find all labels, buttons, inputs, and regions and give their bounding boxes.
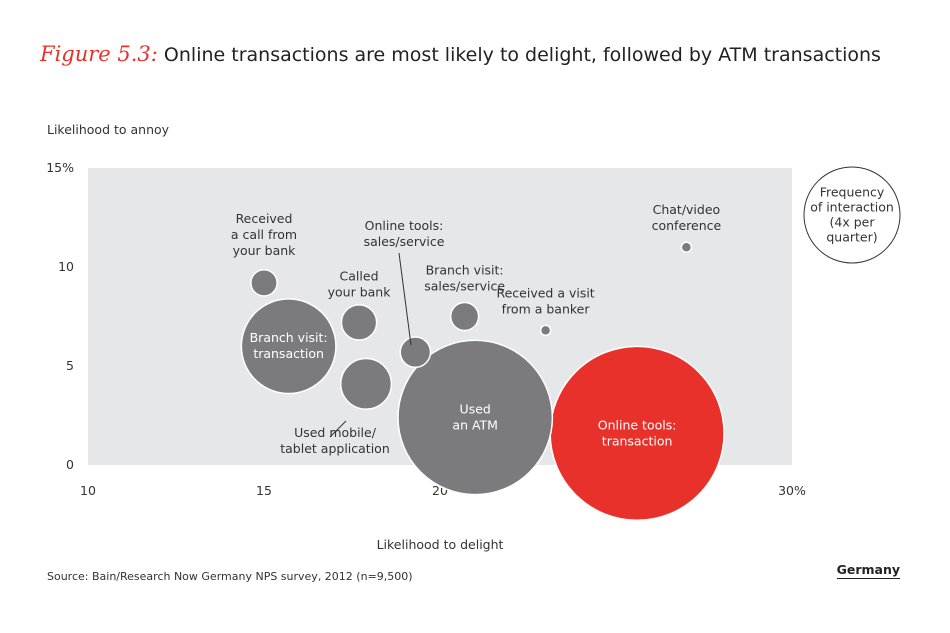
bubble-label: transaction [602,433,673,448]
bubble-label: sales/service [424,279,505,294]
size-legend-circle [803,166,901,264]
bubble-label: Branch visit: [426,263,504,278]
bubble-label: Received [236,211,293,226]
figure-title-text: Online transactions are most likely to d… [163,44,881,66]
bubble-label: a call from [231,227,297,242]
bubble-point [399,336,432,369]
country-tag: Germany [836,562,900,579]
x-tick-label: 30% [778,483,806,498]
bubble-label: Chat/video [653,202,721,217]
bubble-point [449,301,480,332]
leader-line [398,252,412,346]
bubble-point [340,304,378,341]
leader-line [329,420,347,438]
bubble-point [397,339,554,496]
x-axis-label: Likelihood to delight [376,537,504,552]
y-tick-label: 15% [46,160,74,175]
bubble-point [680,241,693,253]
size-legend-label: (4x per [830,215,876,230]
bubble-label: Called [340,268,379,283]
y-tick-label: 10 [58,259,74,274]
size-legend-label: quarter) [826,230,877,245]
bubble-point [250,268,278,297]
bubble-label: Branch visit: [250,330,328,345]
bubble-point [339,357,393,410]
y-axis-label: Likelihood to annoy [47,122,170,137]
figure-label: Figure 5.3: [40,42,158,66]
bubble-label: an ATM [452,417,498,432]
chart-title: Figure 5.3: Online transactions are most… [40,42,881,66]
size-legend-label: of interaction [810,200,894,215]
y-tick-label: 0 [66,457,74,472]
bubble-label: Online tools: [365,218,444,233]
bubble-label: sales/service [364,234,445,249]
bubble-label: from a banker [502,301,591,316]
bubble-label: transaction [253,346,324,361]
bubble-point [240,298,337,395]
bubble-label: Online tools: [598,417,677,432]
source-note: Source: Bain/Research Now Germany NPS su… [47,570,413,583]
bubble-label: Used [460,401,491,416]
size-legend-label: Frequency [820,185,885,200]
bubble-label: Received a visit [496,285,594,300]
bubble-point [539,324,552,337]
y-tick-label: 5 [66,358,74,373]
bubble-label: Used mobile/ [294,425,377,440]
x-tick-label: 10 [80,483,96,498]
bubble-label: tablet application [280,441,390,456]
x-tick-label: 15 [256,483,272,498]
bubble-label: your bank [328,284,392,299]
bubble-label: conference [652,218,722,233]
bubble-label: your bank [233,243,297,258]
